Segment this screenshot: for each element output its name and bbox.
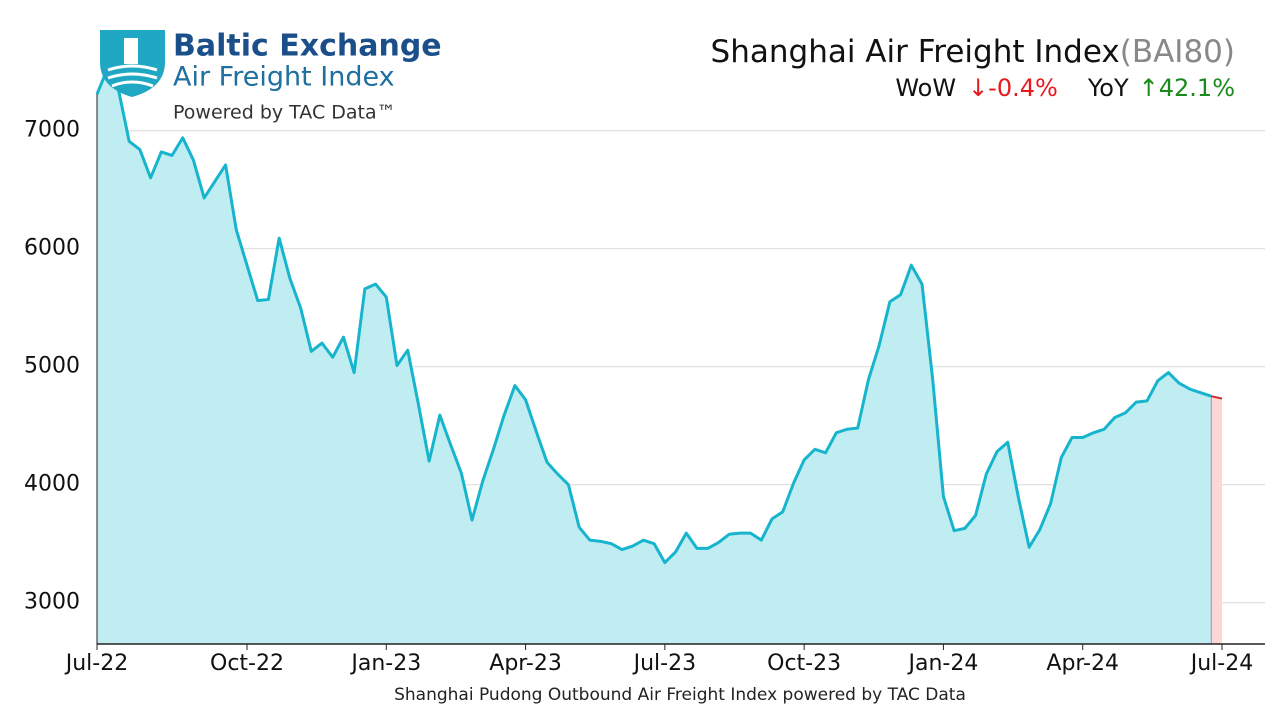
title-main: Shanghai Air Freight Index <box>711 34 1120 70</box>
y-tick-label: 6000 <box>24 236 80 261</box>
y-tick-label: 3000 <box>24 590 80 615</box>
x-tick-label: Jul-22 <box>64 651 128 676</box>
line <box>95 66 1212 565</box>
logo: Baltic Exchange Air Freight Index Powere… <box>100 29 442 124</box>
wow-value: ↓-0.4% <box>968 74 1058 102</box>
area <box>97 68 1212 644</box>
x-tick-label: Oct-22 <box>210 651 284 676</box>
y-tick-label: 4000 <box>24 472 80 497</box>
logo-name: Baltic Exchange <box>173 29 442 64</box>
y-tick-label: 7000 <box>24 118 80 143</box>
logo-lighthouse <box>124 38 138 64</box>
x-tick-label: Jan-24 <box>906 651 978 676</box>
x-tick-label: Apr-23 <box>489 651 562 676</box>
logo-product: Air Freight Index <box>173 62 395 93</box>
yoy-value: ↑42.1% <box>1139 74 1235 102</box>
x-axis-label: Shanghai Pudong Outbound Air Freight Ind… <box>394 685 966 705</box>
chart-title: Shanghai Air Freight Index(BAI80) <box>711 34 1235 70</box>
change-line: WoW ↓-0.4% YoY ↑42.1% <box>895 74 1235 102</box>
plot: 3000 4000 5000 6000 7000 Jul-22 Oct-22 Jan-23 Ap… <box>24 66 1265 676</box>
x-tick-label: Jul-23 <box>632 651 696 676</box>
latest-area <box>1211 396 1222 644</box>
wow-label: WoW <box>895 74 956 102</box>
title-code: (BAI80) <box>1120 34 1235 70</box>
y-tick-label: 5000 <box>24 354 80 379</box>
x-tick-label: Oct-23 <box>767 651 841 676</box>
yoy-label: YoY <box>1087 74 1129 102</box>
latest-line <box>1211 395 1223 400</box>
logo-waves <box>107 64 158 88</box>
x-tick-label: Jan-23 <box>349 651 421 676</box>
x-tick-label: Apr-24 <box>1046 651 1119 676</box>
x-tick-label: Jul-24 <box>1189 651 1253 676</box>
logo-tagline: Powered by TAC Data™ <box>173 102 396 124</box>
